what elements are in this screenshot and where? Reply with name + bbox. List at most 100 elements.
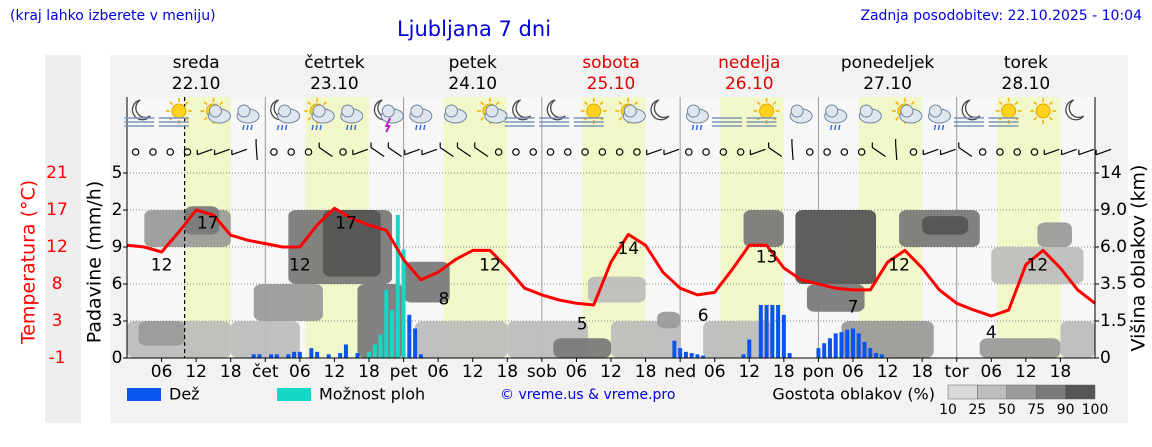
- precipitation-axis-title: Padavine (mm/h): [84, 181, 106, 344]
- day-name: sobota: [582, 53, 640, 73]
- temperature-label: 14: [617, 239, 639, 259]
- wind-barb: [895, 143, 898, 161]
- precipitation-tick-label: 0: [112, 348, 123, 368]
- x-tick-label: pon: [802, 362, 834, 382]
- cloud: [686, 104, 700, 118]
- weather-icon: [573, 98, 607, 127]
- precipitation-bar: [251, 354, 256, 358]
- wind-calm: [684, 148, 693, 156]
- wind-calm: [702, 148, 710, 156]
- raindrop: [933, 124, 937, 131]
- temperature-tick-label: 3: [52, 311, 63, 331]
- wind-barb: [214, 148, 230, 156]
- x-tick-label: ned: [664, 362, 696, 382]
- sun-ray: [583, 101, 588, 106]
- moon: [961, 99, 981, 121]
- weather-icon: [712, 117, 742, 127]
- precipitation-tick-label: 3: [112, 311, 123, 331]
- lightning: [384, 117, 392, 133]
- legend-label: Možnost ploh: [319, 385, 425, 404]
- sun-ray: [307, 101, 312, 106]
- x-tick-label: 06: [289, 362, 311, 382]
- precipitation-bar: [758, 304, 763, 358]
- raindrop: [691, 124, 695, 131]
- precipitation-bar: [343, 344, 348, 358]
- weather-icon: [1030, 98, 1057, 124]
- precipitation-bar: [315, 351, 320, 358]
- wind-calm: [736, 148, 745, 156]
- raindrop: [246, 124, 249, 131]
- precipitation-bar: [257, 354, 262, 358]
- wind-barb: [1044, 148, 1060, 156]
- weather-icon: [158, 98, 192, 127]
- temperature-label: 12: [151, 256, 173, 276]
- temperature-label: 5: [577, 315, 588, 335]
- cloud: [790, 104, 804, 118]
- wind-barb: [1078, 148, 1095, 156]
- cloud-patch: [611, 321, 681, 358]
- precipitation-bar: [856, 333, 861, 358]
- precipitation-bar: [787, 353, 792, 358]
- sun-ray: [756, 101, 761, 106]
- precipitation-bar: [678, 348, 683, 358]
- wind-barb: [457, 146, 472, 158]
- raindrop: [419, 124, 422, 131]
- density-swatch: [1006, 384, 1037, 400]
- wind-barb: [370, 146, 385, 158]
- raindrop: [833, 124, 837, 131]
- x-tick-label: 12: [738, 362, 760, 382]
- wind-calm: [633, 148, 641, 156]
- cloud-patch: [991, 247, 1084, 284]
- wind-barb: [871, 146, 886, 158]
- sun-ray: [1033, 101, 1038, 106]
- temperature-label: 8: [438, 289, 449, 309]
- cloud-patch: [1060, 321, 1095, 358]
- sun-ray: [203, 116, 208, 121]
- wind-barb: [1095, 148, 1112, 156]
- raindrop: [319, 124, 322, 131]
- precipitation-tick-label: 6: [112, 274, 123, 294]
- precipitation-tick-label: 2: [112, 200, 123, 220]
- cloud-tick-label: 9.0: [1100, 200, 1127, 220]
- precipitation-bar: [326, 354, 331, 358]
- x-tick-label: 12: [324, 362, 346, 382]
- precipitation-bar: [286, 354, 291, 358]
- precipitation-bar: [827, 338, 832, 358]
- cloud-patch: [657, 311, 681, 329]
- cloud: [410, 104, 424, 118]
- weather-icon: [340, 104, 364, 131]
- temperature-tick-label: 12: [46, 237, 68, 257]
- sun-ray: [480, 101, 485, 106]
- precipitation-bar: [418, 354, 423, 358]
- precipitation-bar: [695, 354, 700, 358]
- raindrop: [250, 124, 253, 131]
- cloud-legend-title: Gostota oblakov (%): [772, 385, 935, 404]
- weather-icon: [236, 104, 260, 131]
- raindrop: [315, 124, 318, 131]
- credit: © vreme.us & vreme.pro: [500, 387, 675, 403]
- wind-calm: [719, 148, 728, 156]
- weather-icon: [650, 99, 670, 121]
- weather-icon: [891, 98, 923, 124]
- precipitation-bar: [338, 353, 343, 358]
- cloud-patch: [322, 210, 381, 277]
- x-tick-label: 06: [427, 362, 449, 382]
- sun-ray: [895, 101, 900, 106]
- precipitation-bar: [764, 304, 769, 358]
- x-tick-label: 12: [600, 362, 622, 382]
- weather-icon: [615, 98, 646, 124]
- raindrop: [941, 124, 945, 131]
- wind-barb: [387, 146, 402, 158]
- cloud-patch: [795, 210, 877, 284]
- wind-calm: [805, 148, 814, 156]
- weather-icon: [927, 104, 951, 131]
- x-tick-label: tor: [945, 362, 969, 382]
- precipitation-bar: [413, 328, 418, 358]
- cloud: [381, 104, 395, 118]
- sun: [1001, 103, 1017, 119]
- temperature-label: 6: [698, 306, 709, 326]
- precipitation-bar: [781, 314, 786, 358]
- precipitation-bar: [297, 351, 302, 358]
- density-label: 100: [1082, 402, 1109, 418]
